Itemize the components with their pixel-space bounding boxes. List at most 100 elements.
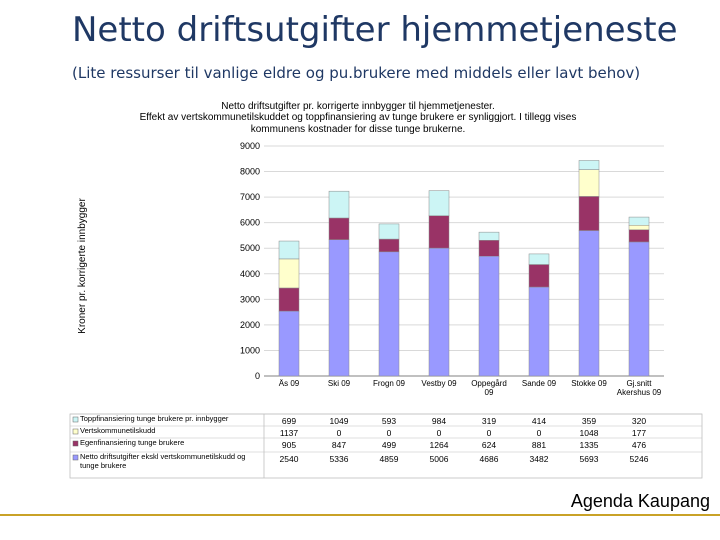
y-tick-label: 3000 [240,294,260,304]
data-table-cell: 1048 [580,428,599,438]
bar-segment-topp [328,190,350,219]
data-table-cell: 3482 [530,454,549,464]
data-table-cell: 5246 [630,454,649,464]
data-table-cell: 1049 [330,416,349,426]
bar-segment-topp [378,223,400,240]
chart-container: Netto driftsutgifter pr. korrigerte innb… [68,96,708,486]
data-table-cell: 359 [582,416,596,426]
bar-segment-topp [428,190,450,217]
x-tick-label-wrap: Ås 09 [278,379,300,388]
data-table-cell: 499 [382,440,396,450]
y-axis-label: Kroner pr. korrigerte innbygger [77,198,88,334]
y-tick-label: 0 [255,371,260,381]
bar-segment-egen [628,229,650,243]
data-table-cell: 320 [632,416,646,426]
bar-segment-egen [528,264,550,288]
chart-subtitle-wrap: Effekt av vertskommunetilskuddet og topp… [139,112,577,135]
data-table-cell: 0 [387,428,392,438]
data-table-cell: 0 [337,428,342,438]
stacked-bar-chart: Netto driftsutgifter pr. korrigerte innb… [69,101,703,479]
bar-segment-netto [528,286,550,377]
data-table-cell: 881 [532,440,546,450]
data-table-cell: 2540 [280,454,299,464]
data-table-cell: 5336 [330,454,349,464]
chart-subtitle: Effekt av vertskommunetilskuddet og topp… [139,112,577,135]
data-table-cell: 984 [432,416,446,426]
x-tick-label-wrap: Vestby 09 [421,379,457,388]
chart-title: Netto driftsutgifter pr. korrigerte innb… [221,101,494,112]
legend-label: Vertskommunetilskudd [80,426,156,435]
data-table-cell: 1137 [280,428,299,438]
data-table-cell: 5006 [430,454,449,464]
data-table-cell: 177 [632,428,646,438]
data-table-cell: 4686 [480,454,499,464]
bar-segment-topp [528,253,550,265]
data-table-cell: 593 [382,416,396,426]
x-tick-label: Stokke 09 [571,379,607,388]
bar-segment-topp [278,240,300,260]
y-tick-label: 4000 [240,269,260,279]
bar-segment-netto [428,247,450,377]
x-tick-label-wrap: Sande 09 [522,379,556,388]
x-tick-label-wrap: Gj.snitt Akershus 09 [616,379,662,397]
data-table-cell: 699 [282,416,296,426]
bar-segment-netto [278,310,300,377]
bar-segment-egen [328,217,350,240]
y-tick-label: 1000 [240,345,260,355]
data-table-cell: 5693 [580,454,599,464]
bar-segment-topp [628,216,650,226]
y-tick-label: 2000 [240,320,260,330]
data-table-cell: 624 [482,440,496,450]
bar-segment-egen [578,196,600,231]
bar-segment-netto [628,241,650,377]
bar-segment-netto [328,239,350,377]
y-tick-label: 5000 [240,243,260,253]
data-table-cell: 0 [437,428,442,438]
legend-label: Egenfinansiering tunge brukere [80,438,185,447]
x-tick-label-wrap: Frogn 09 [372,379,406,388]
x-tick-label-wrap: Stokke 09 [571,379,607,388]
y-tick-label: 6000 [240,218,260,228]
x-tick-label: Vestby 09 [421,379,457,388]
legend-label-wrap: Toppfinansiering tunge brukere pr. innby… [80,414,229,423]
data-table-cell: 414 [532,416,546,426]
legend-label-wrap: Egenfinansiering tunge brukere [80,438,185,447]
slide-subtitle: (Lite ressurser til vanlige eldre og pu.… [72,64,641,82]
x-tick-label: Frogn 09 [372,379,406,388]
y-tick-label: 8000 [240,167,260,177]
bar-segment-netto [578,230,600,377]
legend-swatch-verts [72,428,79,435]
x-tick-label: Gj.snitt Akershus 09 [616,379,662,397]
bar-segment-verts [578,169,600,197]
data-table-cell: 0 [537,428,542,438]
footer-brand: Agenda Kaupang [570,491,710,511]
bar-segment-netto [378,251,400,377]
data-table-cell: 476 [632,440,646,450]
legend-swatch-topp [72,416,79,423]
bar-segment-egen [428,215,450,249]
data-table-cell: 1264 [430,440,449,450]
x-tick-label-wrap: Oppegård 09 [471,379,507,397]
y-tick-label: 7000 [240,192,260,202]
footer-divider [0,514,720,516]
bar-segment-egen [278,287,300,312]
legend-swatch-netto [72,454,79,461]
data-table-cell: 319 [482,416,496,426]
data-table-cell: 905 [282,440,296,450]
data-table-cell: 847 [332,440,346,450]
legend-label-wrap: Vertskommunetilskudd [80,426,156,435]
x-tick-label: Oppegård 09 [471,379,507,397]
bar-segment-netto [478,255,500,377]
legend-label: Toppfinansiering tunge brukere pr. innby… [80,414,229,423]
x-tick-label: Ski 09 [327,379,351,388]
x-tick-label: Ås 09 [278,379,300,388]
bar-segment-topp [578,160,600,170]
y-tick-label: 9000 [240,141,260,151]
bar-segment-verts [278,258,300,289]
data-table-cell: 0 [487,428,492,438]
bar-segment-egen [378,238,400,253]
data-table-cell: 1335 [580,440,599,450]
legend-label-wrap: Netto driftsutgifter ekskl vertskommunet… [80,452,245,470]
bar-segment-topp [478,231,500,241]
x-tick-label-wrap: Ski 09 [327,379,351,388]
